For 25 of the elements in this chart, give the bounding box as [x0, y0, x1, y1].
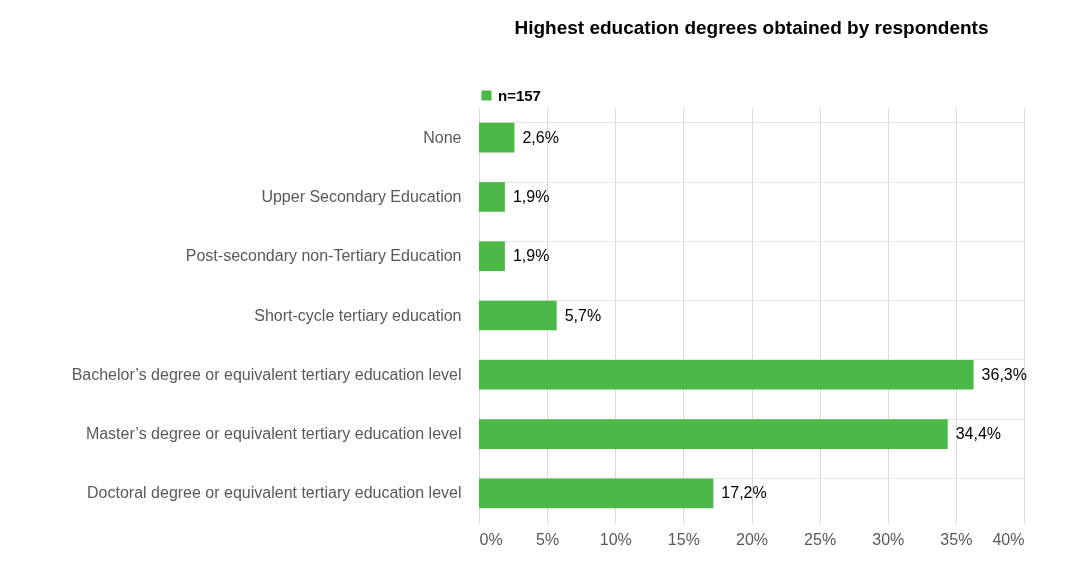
x-tick-label: 10%: [599, 530, 632, 548]
data-label: 17,2%: [721, 484, 767, 502]
x-tick-label: 30%: [872, 530, 905, 548]
x-tick-label: 35%: [940, 530, 973, 548]
x-tick-label: 5%: [536, 530, 560, 548]
legend-label: n=157: [498, 86, 541, 104]
x-tick-label: 20%: [735, 530, 769, 548]
y-tick-label: None: [423, 128, 462, 146]
y-tick-label: Doctoral degree or equivalent tertiary education level: [87, 484, 462, 502]
data-label: 1,9%: [512, 247, 550, 265]
x-tick-label: 25%: [804, 530, 837, 548]
data-label: 5,7%: [564, 306, 602, 324]
y-tick-label: Short-cycle tertiary education: [254, 306, 462, 324]
y-tick-label: Post-secondary non-Tertiary Education: [185, 247, 462, 265]
x-tick-label: 0%: [479, 530, 503, 548]
chart-title: Highest education degrees obtained by respondents: [514, 17, 989, 38]
data-label: 36,3%: [981, 365, 1027, 383]
x-tick-label: 15%: [667, 530, 700, 548]
y-tick-label: Master’s degree or equivalent tertiary education level: [85, 425, 462, 443]
x-tick-label: 40%: [992, 530, 1025, 548]
data-label: 34,4%: [955, 425, 1002, 443]
y-tick-label: Bachelor’s degree or equivalent tertiary education level: [71, 365, 462, 383]
data-label: 1,9%: [512, 187, 550, 205]
data-label: 2,6%: [522, 128, 559, 146]
y-tick-label: Upper Secondary Education: [261, 187, 462, 205]
